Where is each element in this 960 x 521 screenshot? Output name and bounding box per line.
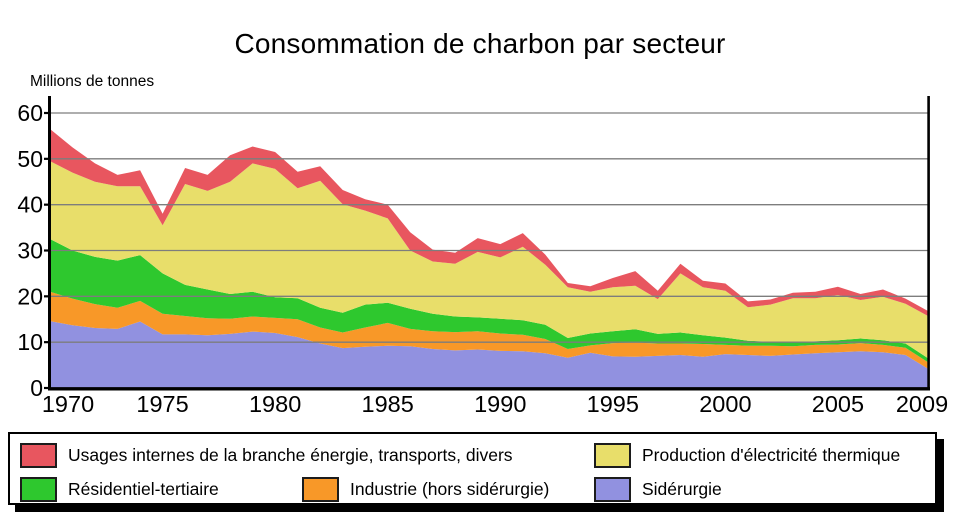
legend-label: Usages internes de la branche énergie, t…	[68, 444, 513, 465]
legend-item-siderurgie: Sidérurgie	[594, 476, 722, 502]
y-tick-label-10: 10	[17, 329, 43, 355]
area-industrie	[50, 291, 928, 369]
y-tick-label-40: 40	[17, 192, 43, 218]
y-tick-label-30: 30	[17, 238, 43, 264]
x-tick-label-1980: 1980	[249, 391, 301, 417]
chart-title: Consommation de charbon par secteur	[234, 28, 726, 59]
x-tick-label-1995: 1995	[587, 391, 639, 417]
x-tick-label-1970: 1970	[42, 391, 94, 417]
y-tick-label-50: 50	[17, 146, 43, 172]
legend-item-residentiel-tertiaire: Résidentiel-tertiaire	[20, 476, 219, 502]
legend-item-industrie: Industrie (hors sidérurgie)	[302, 476, 549, 502]
legend-label: Résidentiel-tertiaire	[68, 478, 219, 499]
legend-label: Industrie (hors sidérurgie)	[350, 478, 550, 499]
area-siderurgie	[50, 321, 928, 388]
legend-swatch-residentiel-tertiaire	[20, 476, 57, 502]
legend-item-usages-internes: Usages internes de la branche énergie, t…	[20, 442, 513, 468]
x-tick-label-1985: 1985	[362, 391, 414, 417]
legend-label: Sidérurgie	[642, 478, 722, 499]
y-tick-label-20: 20	[17, 283, 43, 309]
y-tick-label-0: 0	[30, 375, 43, 401]
legend-swatch-siderurgie	[594, 476, 631, 502]
area-electricite-thermique	[50, 161, 928, 359]
x-tick-label-1975: 1975	[136, 391, 188, 417]
x-tick-label-2009: 2009	[896, 391, 948, 417]
x-tick-label-2005: 2005	[812, 391, 864, 417]
legend-swatch-industrie	[302, 476, 339, 502]
legend-item-electricite-thermique: Production d'électricité thermique	[594, 442, 900, 468]
area-residentiel-tertiaire	[50, 239, 928, 363]
legend-label: Production d'électricité thermique	[642, 444, 901, 465]
legend: Usages internes de la branche énergie, t…	[8, 432, 937, 505]
y-axis-unit-label: Millions de tonnes	[30, 73, 155, 90]
legend-swatch-electricite-thermique	[594, 442, 631, 468]
x-tick-label-2000: 2000	[699, 391, 751, 417]
legend-swatch-usages-internes	[20, 442, 57, 468]
x-tick-label-1990: 1990	[474, 391, 526, 417]
y-tick-label-60: 60	[17, 100, 43, 126]
